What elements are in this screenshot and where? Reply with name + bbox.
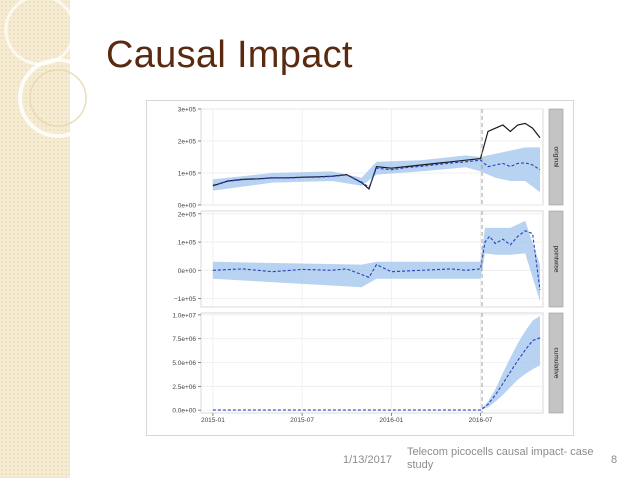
facet-strip-label: pointwise: [553, 245, 560, 272]
facet-strip-label: original: [553, 147, 560, 169]
y-tick-label: 7.5e+06: [172, 336, 196, 343]
panel-background: [200, 210, 544, 308]
y-tick-label: 0e+00: [178, 268, 197, 275]
chart-canvas: 0e+00 1e+05 2e+05 3e+05 original −1e+05 0e+00 1…: [172, 107, 564, 424]
decorative-side-strip: [0, 0, 70, 478]
y-tick-label: 0.0e+00: [172, 408, 196, 415]
y-tick-label: 3e+05: [178, 107, 197, 114]
facet-strip: [548, 312, 564, 414]
y-tick-label: 1e+05: [178, 240, 197, 247]
y-tick-label: 1.0e+07: [172, 312, 196, 319]
x-tick-label: 2015-01: [201, 417, 225, 424]
credible-interval-band: [212, 147, 540, 193]
footer-date: 1/13/2017: [343, 454, 392, 466]
facet-strip: [548, 210, 564, 308]
cumulative_effect-series-line: [212, 337, 541, 411]
y-tick-label: 1e+05: [178, 171, 197, 178]
prediction-series-line: [212, 159, 541, 189]
y-tick-label: 2e+05: [178, 139, 197, 146]
page-number: 8: [611, 454, 618, 466]
facet-strip-label: cumulative: [553, 347, 560, 378]
y-tick-label: 2e+05: [178, 211, 197, 218]
causal-impact-chart: 0e+00 1e+05 2e+05 3e+05 original −1e+05 0e+00 1…: [146, 100, 574, 436]
credible-interval-band: [212, 220, 540, 302]
facet-strip: [548, 108, 564, 206]
y-tick-label: 2.5e+06: [172, 384, 196, 391]
slide-title: Causal Impact: [106, 34, 353, 76]
y-tick-label: 0e+00: [178, 203, 197, 210]
footer-caption: Telecom picocells causal impact- case st…: [407, 446, 594, 471]
x-tick-label: 2016-01: [379, 417, 403, 424]
decorative-rings: [4, 0, 98, 138]
x-tick-label: 2016-07: [469, 417, 493, 424]
x-tick-label: 2015-07: [290, 417, 314, 424]
y-tick-label: 5.0e+06: [172, 360, 196, 367]
panel-background: [200, 312, 544, 414]
y-tick-label: −1e+05: [174, 296, 196, 303]
